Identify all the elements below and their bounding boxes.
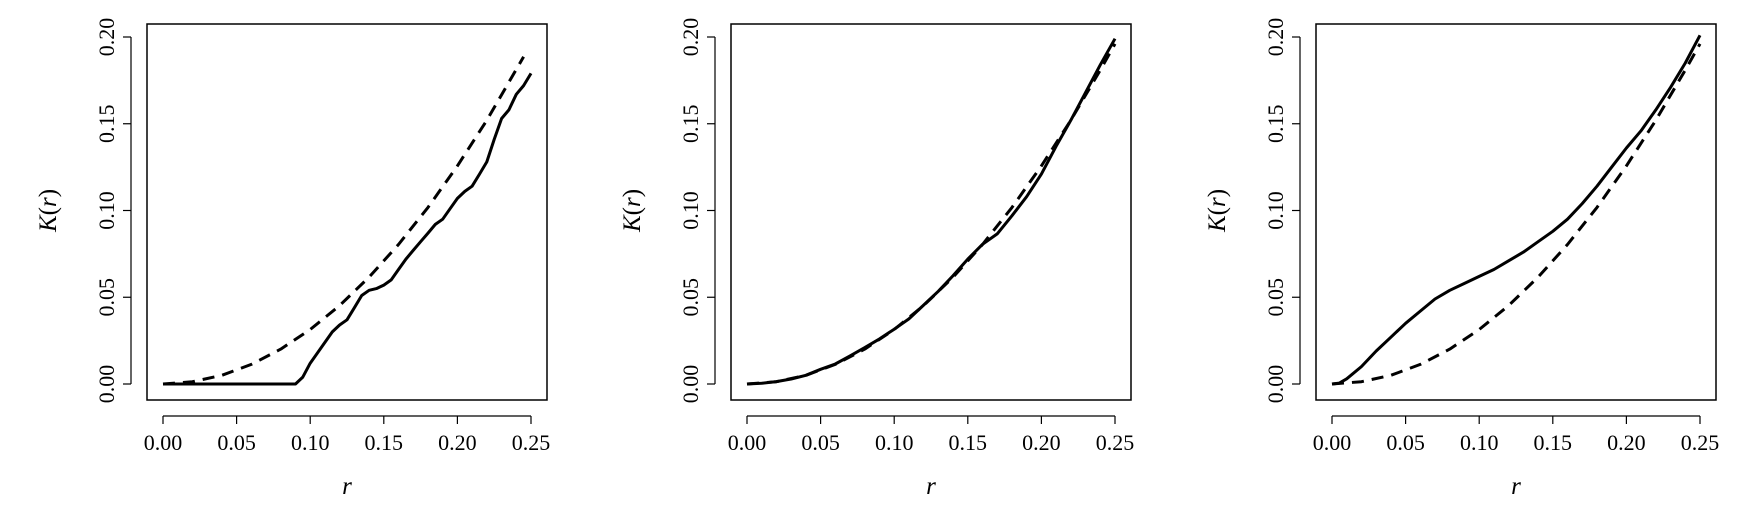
x-tick-label: 0.05 bbox=[1386, 430, 1425, 455]
x-tick-label: 0.20 bbox=[1022, 430, 1061, 455]
y-tick-label: 0.20 bbox=[1263, 18, 1288, 57]
y-tick-label: 0.10 bbox=[1263, 191, 1288, 230]
y-axis-title-part: r bbox=[1204, 197, 1231, 207]
plot-frame bbox=[1315, 23, 1717, 401]
y-axis-title: K(r) bbox=[1204, 189, 1231, 233]
y-axis-title-part: r bbox=[35, 197, 62, 207]
y-tick-label: 0.20 bbox=[94, 18, 119, 57]
y-tick-label: 0.10 bbox=[94, 191, 119, 230]
x-axis-title: r bbox=[342, 473, 352, 500]
y-tick-label: 0.15 bbox=[1263, 105, 1288, 144]
y-axis-title-part: ) bbox=[35, 189, 62, 197]
y-axis-title-part: r bbox=[619, 197, 646, 207]
y-axis-title: K(r) bbox=[619, 189, 646, 233]
y-tick-label: 0.00 bbox=[678, 365, 703, 404]
series-line-solid bbox=[1331, 34, 1702, 386]
y-axis-title-part: K bbox=[1204, 214, 1231, 233]
x-tick-label: 0.05 bbox=[801, 430, 840, 455]
series-line-solid bbox=[163, 72, 533, 386]
x-tick-label: 0.00 bbox=[144, 430, 183, 455]
x-tick-label: 0.20 bbox=[1607, 430, 1646, 455]
x-tick-label: 0.25 bbox=[1096, 430, 1135, 455]
plot-frame bbox=[730, 23, 1132, 401]
x-tick-label: 0.20 bbox=[438, 430, 477, 455]
x-tick-label: 0.10 bbox=[875, 430, 914, 455]
y-tick-label: 0.05 bbox=[1263, 278, 1288, 317]
x-tick-label: 0.15 bbox=[949, 430, 988, 455]
y-axis-title-part: K bbox=[35, 214, 62, 233]
chart-panel-1: 0.00 0.05 0.10 0.15 0.20 0.25 0.00 0.05 0.10 0.15… bbox=[35, 18, 550, 500]
x-tick-label: 0.00 bbox=[728, 430, 767, 455]
x-tick-label: 0.10 bbox=[291, 430, 330, 455]
y-axis-title: K(r) bbox=[35, 189, 62, 233]
plot-frame bbox=[146, 23, 548, 401]
x-tick-label: 0.10 bbox=[1460, 430, 1499, 455]
y-tick-label: 0.00 bbox=[94, 365, 119, 404]
x-tick-label: 0.25 bbox=[1681, 430, 1720, 455]
y-axis-title-part: ) bbox=[1204, 189, 1231, 197]
y-tick-label: 0.10 bbox=[678, 191, 703, 230]
y-axis-title-part: ) bbox=[619, 189, 646, 197]
x-tick-label: 0.00 bbox=[1313, 430, 1352, 455]
x-axis-title: r bbox=[926, 473, 936, 500]
chart-panel-2: 0.00 0.05 0.10 0.15 0.20 0.25 0.00 0.05 0.10 0.15… bbox=[619, 18, 1134, 500]
y-axis-title-part: ( bbox=[35, 207, 62, 215]
y-tick-label: 0.05 bbox=[678, 278, 703, 317]
x-tick-label: 0.15 bbox=[1534, 430, 1573, 455]
x-tick-label: 0.05 bbox=[217, 430, 256, 455]
y-tick-label: 0.15 bbox=[94, 105, 119, 144]
y-axis-title-part: ( bbox=[1204, 207, 1231, 215]
series-line-dashed bbox=[162, 56, 525, 386]
chart-panel-3: 0.00 0.05 0.10 0.15 0.20 0.25 0.00 0.05 0.10 0.15… bbox=[1204, 18, 1719, 500]
series-line-solid bbox=[746, 37, 1117, 386]
series-line-dashed bbox=[746, 43, 1117, 386]
y-tick-label: 0.15 bbox=[678, 105, 703, 144]
y-tick-label: 0.05 bbox=[94, 278, 119, 317]
y-axis-title-part: ( bbox=[619, 207, 646, 215]
x-tick-label: 0.25 bbox=[512, 430, 551, 455]
x-tick-label: 0.15 bbox=[365, 430, 404, 455]
x-axis-title: r bbox=[1511, 473, 1521, 500]
y-tick-label: 0.20 bbox=[678, 18, 703, 57]
y-axis-title-part: K bbox=[619, 214, 646, 233]
y-tick-label: 0.00 bbox=[1263, 365, 1288, 404]
series-line-dashed bbox=[1331, 43, 1702, 386]
